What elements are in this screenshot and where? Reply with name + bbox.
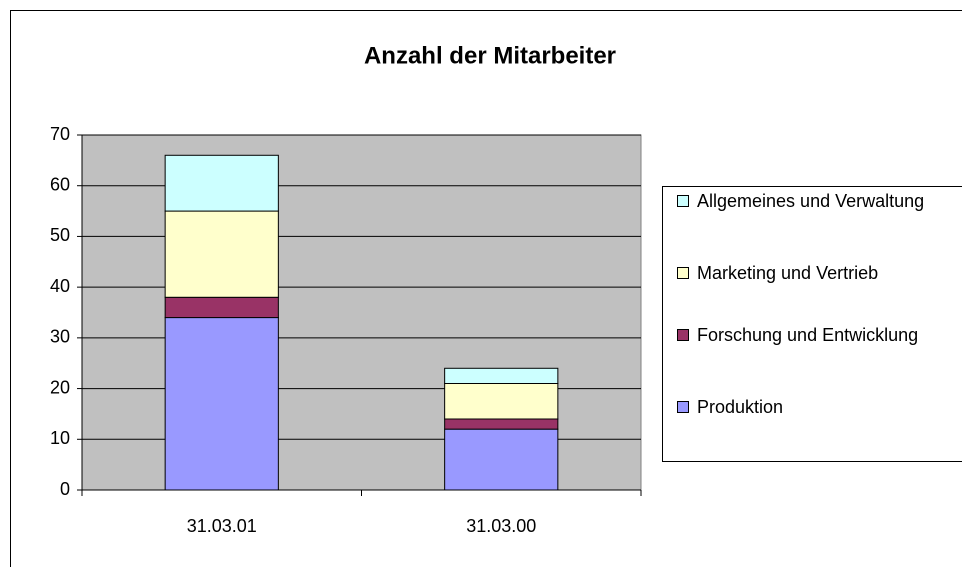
- chart-title: Anzahl der Mitarbeiter: [364, 42, 616, 69]
- x-tick-label: 31.03.01: [187, 516, 257, 536]
- bar-segment: [164, 296, 279, 319]
- chart-border: [10, 10, 962, 567]
- legend-entry: Allgemeines und Verwaltung: [677, 187, 947, 215]
- legend-entry: Produktion: [677, 393, 947, 421]
- bar-segment: [444, 383, 559, 420]
- bar-segment: [444, 428, 559, 491]
- legend-label: Marketing und Vertrieb: [697, 263, 879, 283]
- legend-entry: Marketing und Vertrieb: [677, 259, 947, 287]
- y-tick-label: 60: [50, 174, 70, 194]
- legend-swatch: [677, 401, 689, 413]
- bar-segment: [444, 367, 559, 384]
- bar-segment: [164, 317, 279, 491]
- y-tick-label: 10: [50, 428, 70, 448]
- y-tick-label: 40: [50, 276, 70, 296]
- y-tick-label: 0: [60, 479, 70, 499]
- legend-swatch: [677, 267, 689, 279]
- bar-segment: [164, 210, 279, 298]
- legend: Allgemeines und Verwaltung Marketing und …: [662, 186, 962, 462]
- legend-entry: Forschung und Entwicklung: [677, 321, 947, 349]
- legend-swatch: [677, 195, 689, 207]
- legend-swatch: [677, 329, 689, 341]
- x-tick-label: 31.03.00: [466, 516, 536, 536]
- legend-label: Forschung und Entwicklung: [697, 325, 919, 345]
- y-tick-label: 20: [50, 377, 70, 397]
- y-tick-label: 70: [50, 124, 70, 144]
- legend-label: Allgemeines und Verwaltung: [697, 191, 925, 211]
- bar-segment: [164, 154, 279, 212]
- bar-segment: [444, 418, 559, 430]
- y-tick-label: 50: [50, 225, 70, 245]
- y-tick-label: 30: [50, 327, 70, 347]
- legend-label: Produktion: [697, 397, 784, 417]
